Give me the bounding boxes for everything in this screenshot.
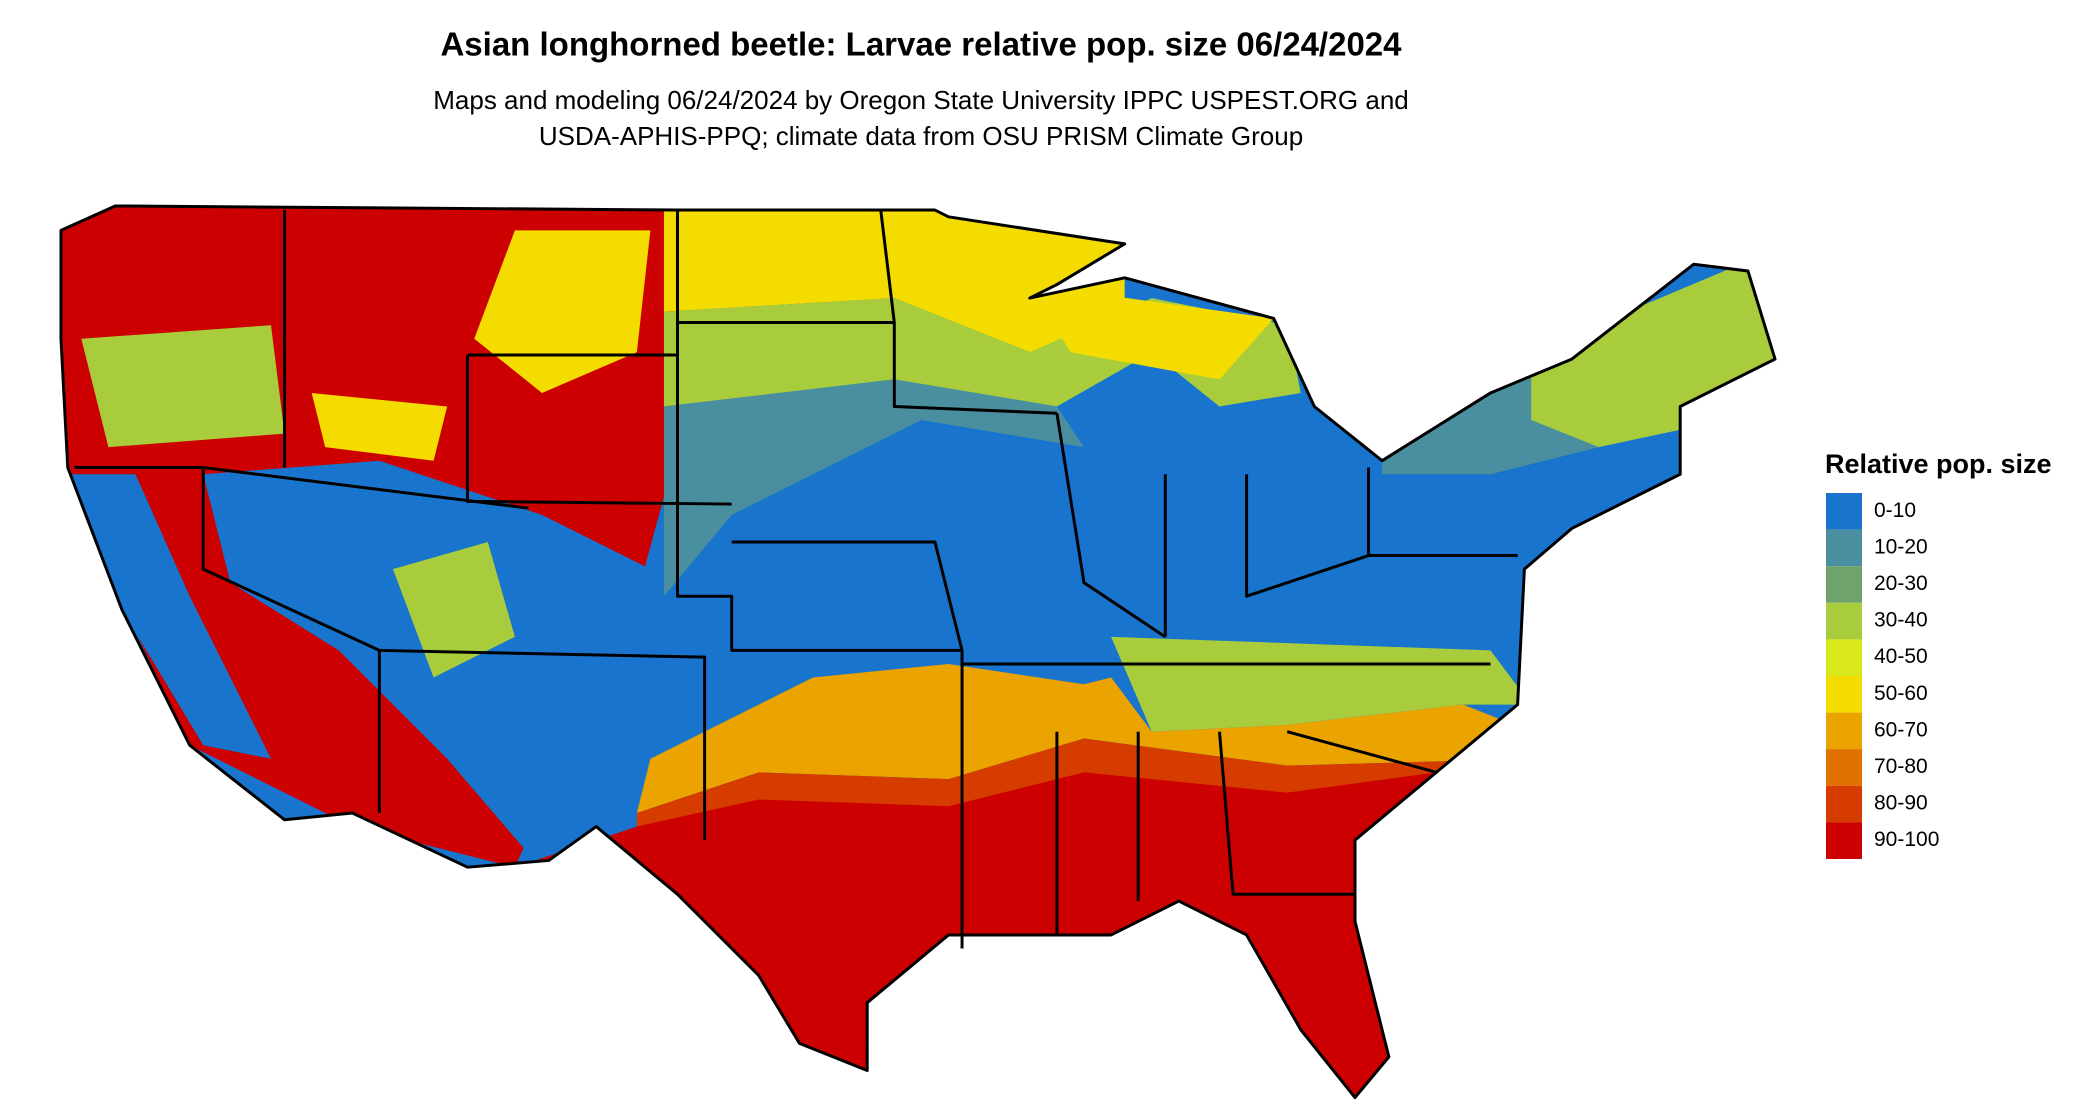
region bbox=[1029, 284, 1274, 380]
region bbox=[663, 205, 1125, 353]
legend-label: 50-60 bbox=[1874, 682, 1928, 705]
legend-label: 70-80 bbox=[1874, 755, 1928, 778]
region bbox=[474, 230, 651, 393]
legend-swatch bbox=[1826, 712, 1862, 750]
map bbox=[59, 204, 1777, 1100]
legend-label: 40-50 bbox=[1874, 645, 1928, 668]
legend-label: 20-30 bbox=[1874, 572, 1928, 595]
legend-label: 80-90 bbox=[1874, 792, 1928, 815]
legend-label: 0-10 bbox=[1874, 499, 1916, 522]
legend-swatch bbox=[1826, 676, 1862, 713]
region bbox=[514, 772, 1532, 1098]
region bbox=[392, 542, 515, 678]
legend-title: Relative pop. size bbox=[1825, 449, 2052, 479]
legend-swatch bbox=[1826, 822, 1862, 859]
legend-label: 10-20 bbox=[1874, 535, 1928, 558]
state-borders bbox=[74, 209, 1518, 949]
map-subtitle: USDA-APHIS-PPQ; climate data from OSU PR… bbox=[539, 121, 1303, 151]
legend-swatch bbox=[1826, 639, 1862, 676]
map-subtitle: Maps and modeling 06/24/2024 by Oregon S… bbox=[433, 85, 1409, 115]
region bbox=[1111, 636, 1532, 732]
legend-label: 60-70 bbox=[1874, 718, 1928, 741]
legend-swatch bbox=[1826, 529, 1862, 567]
map-title: Asian longhorned beetle: Larvae relative… bbox=[440, 26, 1402, 63]
legend-swatch bbox=[1826, 493, 1862, 530]
region bbox=[663, 379, 1084, 597]
legend-swatch bbox=[1826, 785, 1862, 823]
legend-label: 30-40 bbox=[1874, 609, 1928, 632]
region bbox=[311, 392, 448, 461]
legend-items: 0-10 10-20 20-30 30-40 40-50 50-60 60-70 70-80 8… bbox=[1826, 493, 1939, 859]
legend: Relative pop. size 0-10 10-20 20-30 30-40 40… bbox=[1825, 449, 2052, 859]
legend-swatch bbox=[1826, 749, 1862, 786]
region bbox=[67, 474, 271, 759]
legend-label: 90-100 bbox=[1874, 828, 1939, 851]
region bbox=[81, 325, 285, 448]
legend-swatch bbox=[1826, 602, 1862, 640]
legend-swatch bbox=[1826, 566, 1862, 603]
